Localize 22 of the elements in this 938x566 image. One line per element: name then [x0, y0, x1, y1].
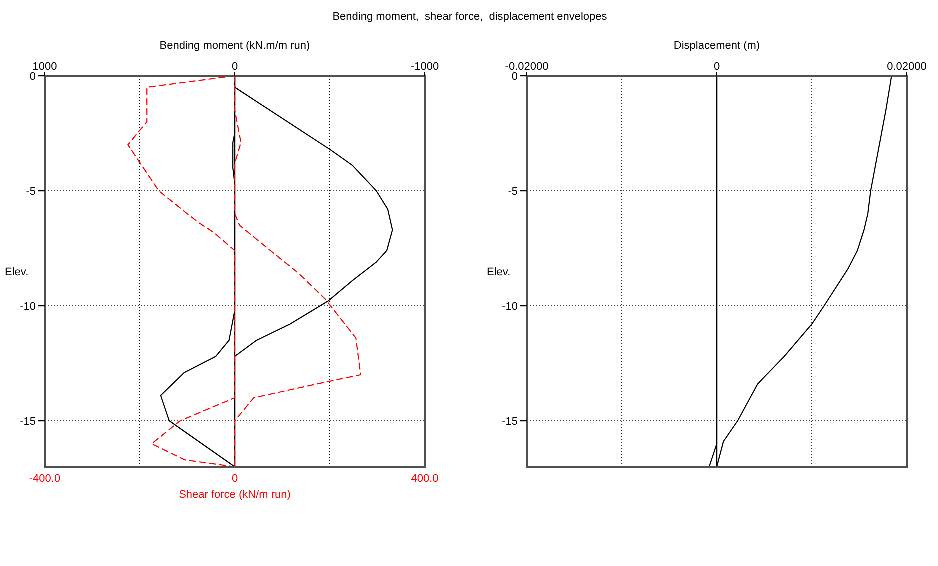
- y-axis-title: Elev.: [5, 266, 29, 278]
- y-tick-label: 0: [30, 71, 36, 83]
- text: Bending moment, shear force, displacement envelopes: [332, 11, 608, 23]
- y-tick-label: -5: [26, 186, 36, 198]
- x-tick-label: 0: [232, 473, 238, 485]
- x-tick-label: 400.0: [411, 473, 439, 485]
- x2-tick-label: -1000: [410, 61, 440, 73]
- x-tick-label: 0.02000: [887, 61, 927, 73]
- y-tick-label: -10: [502, 301, 518, 313]
- x2-axis-title: Bending moment (kN.m/m run): [160, 40, 310, 52]
- y-tick-label: -5: [508, 186, 518, 198]
- y-axis-title: Elev.: [487, 266, 511, 278]
- y-tick-label: -10: [20, 301, 36, 313]
- x-tick-label: -0.02000: [505, 61, 549, 73]
- x-axis-title: Shear force (kN/m run): [179, 489, 291, 501]
- x-tick-label: -400.0: [29, 473, 61, 485]
- x2-tick-label: 1000: [32, 61, 58, 73]
- x-tick-label: 0: [714, 61, 720, 73]
- y-tick-label: -15: [20, 416, 36, 428]
- x-axis-title: Displacement (m): [674, 40, 760, 52]
- y-tick-label: -15: [502, 416, 518, 428]
- y-tick-label: 0: [512, 71, 518, 83]
